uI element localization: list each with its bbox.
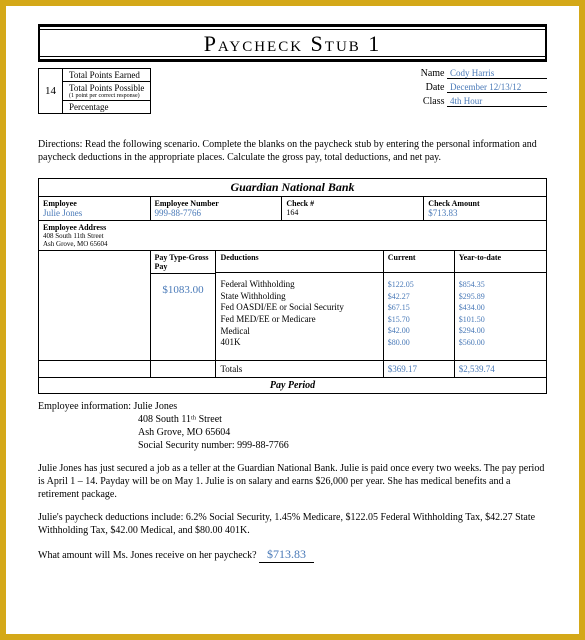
points-box: 14 Total Points Earned Total Points Poss…: [38, 68, 151, 114]
check-amount-cell: Check Amount $713.83: [424, 197, 546, 220]
totals-ytd: $2,539.74: [455, 361, 546, 377]
employee-info: Employee information: Julie Jones 408 So…: [38, 400, 547, 452]
class-label: Class: [423, 96, 445, 107]
name-row: Name Cody Harris: [421, 68, 547, 79]
pay-left-spacer: [39, 251, 151, 360]
date-label: Date: [426, 82, 445, 93]
points-earned-label: Total Points Earned: [63, 69, 150, 82]
current-list: $122.05 $42.27 $67.15 $15.70 $42.00 $80.…: [384, 273, 454, 359]
pay-period-label: Pay Period: [39, 377, 546, 393]
answer-value: $713.83: [259, 547, 314, 563]
employee-cell: Employee Julie Jones: [39, 197, 151, 220]
address-row: Employee Address 408 South 11th Street A…: [39, 221, 546, 251]
name-label: Name: [421, 68, 445, 79]
page-title: Paycheck Stub 1: [204, 31, 382, 56]
employee-number-cell: Employee Number 999-88-7766: [151, 197, 283, 220]
totals-row: Totals $369.17 $2,539.74: [39, 360, 546, 377]
meta-fields: Name Cody Harris Date December 12/13/12 …: [421, 68, 547, 114]
paycheck-stub-table: Guardian National Bank Employee Julie Jo…: [38, 178, 547, 394]
question-text: What amount will Ms. Jones receive on he…: [38, 550, 257, 561]
totals-label: Totals: [216, 361, 383, 377]
points-labels: Total Points Earned Total Points Possibl…: [63, 69, 150, 113]
scenario-para-1: Julie Jones has just secured a job as a …: [38, 462, 547, 501]
deductions-list: Federal Withholding State Withholding Fe…: [216, 273, 382, 359]
answer-row: What amount will Ms. Jones receive on he…: [38, 547, 547, 563]
top-row: 14 Total Points Earned Total Points Poss…: [38, 68, 547, 114]
current-col: Current $122.05 $42.27 $67.15 $15.70 $42…: [384, 251, 455, 360]
points-possible-label: Total Points Possible (1 point per corre…: [63, 82, 150, 101]
stub-header-row: Employee Julie Jones Employee Number 999…: [39, 197, 546, 221]
directions-text: Directions: Read the following scenario.…: [38, 138, 547, 164]
ytd-col: Year-to-date $854.35 $295.89 $434.00 $10…: [455, 251, 546, 360]
title-banner: Paycheck Stub 1: [38, 24, 547, 62]
gross-pay-value: $1083.00: [151, 274, 216, 360]
name-value: Cody Harris: [447, 68, 547, 79]
class-row: Class 4th Hour: [421, 96, 547, 107]
deductions-col: Deductions Federal Withholding State Wit…: [216, 251, 383, 360]
check-number-cell: Check # 164: [282, 197, 424, 220]
class-value: 4th Hour: [447, 96, 547, 107]
totals-current: $369.17: [384, 361, 455, 377]
ytd-list: $854.35 $295.89 $434.00 $101.50 $294.00 …: [455, 273, 546, 359]
date-row: Date December 12/13/12: [421, 82, 547, 93]
pay-type-col: Pay Type-Gross Pay $1083.00: [151, 251, 217, 360]
bank-name: Guardian National Bank: [39, 179, 546, 197]
scenario-para-2: Julie's paycheck deductions include: 6.2…: [38, 511, 547, 537]
pay-grid: Pay Type-Gross Pay $1083.00 Deductions F…: [39, 251, 546, 360]
points-percentage-label: Percentage: [63, 101, 150, 113]
document-page: Paycheck Stub 1 14 Total Points Earned T…: [6, 6, 579, 634]
points-number: 14: [39, 69, 63, 113]
date-value: December 12/13/12: [447, 82, 547, 93]
